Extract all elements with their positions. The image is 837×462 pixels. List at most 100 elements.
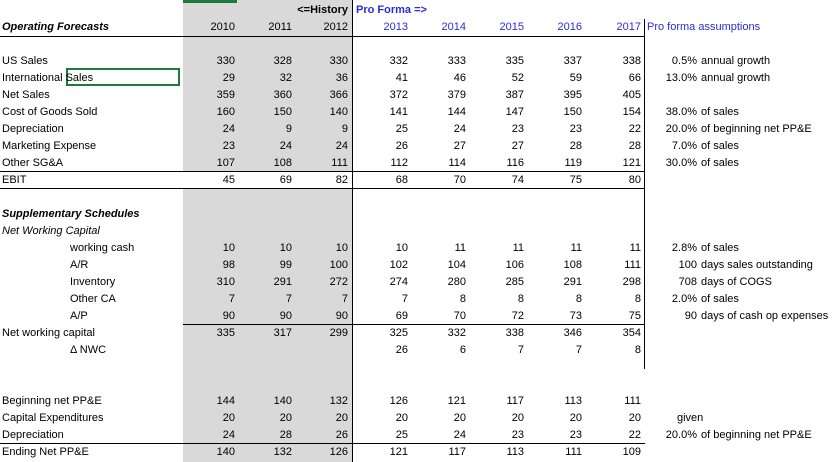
assumption-text: of beginning net PP&E xyxy=(701,123,812,135)
column-selection xyxy=(183,0,237,3)
value-cell: 291 xyxy=(273,276,292,288)
value-cell: 41 xyxy=(395,72,408,84)
value-cell: 59 xyxy=(569,72,582,84)
year-header: 2015 xyxy=(499,21,524,33)
subtotal-border xyxy=(0,443,645,444)
row-label: Cost of Goods Sold xyxy=(2,106,98,118)
value-cell: 73 xyxy=(569,310,582,322)
value-cell: 117 xyxy=(506,395,524,407)
row-label: Inventory xyxy=(70,276,116,288)
value-cell: 102 xyxy=(389,259,408,271)
value-cell: 116 xyxy=(506,157,524,169)
value-cell: 317 xyxy=(273,327,292,339)
section-title: Supplementary Schedules xyxy=(2,208,140,220)
ebit-row-box xyxy=(0,171,645,189)
year-header: 2011 xyxy=(268,21,292,33)
value-cell: 126 xyxy=(389,395,408,407)
value-cell: 20 xyxy=(335,412,348,424)
row-label: Capital Expenditures xyxy=(2,412,104,424)
assumption-value: 708 xyxy=(678,276,697,288)
assumption-value: 2.8% xyxy=(671,242,697,254)
value-cell: 114 xyxy=(448,157,466,169)
value-cell: 20 xyxy=(569,412,582,424)
value-cell: 23 xyxy=(222,140,235,152)
value-cell: 46 xyxy=(453,72,466,84)
value-cell: 9 xyxy=(341,123,348,135)
value-cell: 8 xyxy=(575,293,582,305)
value-cell: 29 xyxy=(222,72,235,84)
assumption-text: of sales xyxy=(701,106,739,118)
value-cell: 280 xyxy=(447,276,466,288)
value-cell: 359 xyxy=(216,89,235,101)
row-label: Other CA xyxy=(70,293,116,305)
value-cell: 360 xyxy=(273,89,292,101)
value-cell: 69 xyxy=(279,174,292,186)
value-cell: 100 xyxy=(329,259,348,271)
value-cell: 66 xyxy=(628,72,641,84)
assumption-value: 20.0% xyxy=(665,429,697,441)
value-cell: 69 xyxy=(395,310,408,322)
value-cell: 10 xyxy=(222,242,235,254)
value-cell: 387 xyxy=(505,89,524,101)
assumption-text: of sales xyxy=(701,242,739,254)
value-cell: 8 xyxy=(634,293,641,305)
value-cell: 99 xyxy=(279,259,292,271)
value-cell: 20 xyxy=(628,412,641,424)
value-cell: 332 xyxy=(447,327,466,339)
row-label: Ending Net PP&E xyxy=(2,446,89,458)
value-cell: 20 xyxy=(279,412,292,424)
assumption-text: given xyxy=(677,412,704,424)
value-cell: 274 xyxy=(389,276,408,288)
value-cell: 119 xyxy=(564,157,582,169)
assumption-value: 100 xyxy=(678,259,697,271)
value-cell: 140 xyxy=(329,106,348,118)
value-cell: 23 xyxy=(569,429,582,441)
assumption-text: annual growth xyxy=(701,55,771,67)
value-cell: 28 xyxy=(279,429,292,441)
value-cell: 24 xyxy=(453,123,466,135)
value-cell: 335 xyxy=(216,327,235,339)
value-cell: 150 xyxy=(273,106,292,118)
assumptions-title: Pro forma assumptions xyxy=(647,21,761,33)
assumption-value: 13.0% xyxy=(665,72,697,84)
value-cell: 113 xyxy=(564,395,582,407)
value-cell: 121 xyxy=(389,446,408,458)
value-cell: 24 xyxy=(279,140,292,152)
row-label: working cash xyxy=(70,242,135,254)
value-cell: 111 xyxy=(624,395,641,407)
value-cell: 272 xyxy=(329,276,348,288)
value-cell: 82 xyxy=(335,174,348,186)
value-cell: 299 xyxy=(329,327,348,339)
value-cell: 90 xyxy=(335,310,348,322)
value-cell: 24 xyxy=(222,123,235,135)
pro-forma-label: Pro Forma => xyxy=(356,4,427,16)
assumption-text: days of COGS xyxy=(701,276,772,288)
value-cell: 24 xyxy=(335,140,348,152)
value-cell: 45 xyxy=(222,174,235,186)
value-cell: 26 xyxy=(395,140,408,152)
value-cell: 90 xyxy=(279,310,292,322)
header-border xyxy=(0,36,645,37)
value-cell: 23 xyxy=(569,123,582,135)
value-cell: 112 xyxy=(390,157,408,169)
row-label: Δ NWC xyxy=(70,344,107,356)
row-label: Depreciation xyxy=(2,123,64,135)
section-subtitle: Net Working Capital xyxy=(2,225,100,237)
row-label: International Sales xyxy=(2,72,94,84)
divider xyxy=(644,19,645,369)
value-cell: 10 xyxy=(335,242,348,254)
value-cell: 11 xyxy=(629,242,641,254)
assumption-value: 2.0% xyxy=(671,293,697,305)
value-cell: 379 xyxy=(447,89,466,101)
value-cell: 90 xyxy=(222,310,235,322)
value-cell: 111 xyxy=(331,157,348,169)
value-cell: 338 xyxy=(505,327,524,339)
value-cell: 113 xyxy=(506,446,524,458)
row-label: Net Sales xyxy=(2,89,50,101)
value-cell: 111 xyxy=(565,446,582,458)
value-cell: 366 xyxy=(329,89,348,101)
selected-cell[interactable] xyxy=(66,68,180,86)
value-cell: 28 xyxy=(628,140,641,152)
value-cell: 23 xyxy=(511,429,524,441)
